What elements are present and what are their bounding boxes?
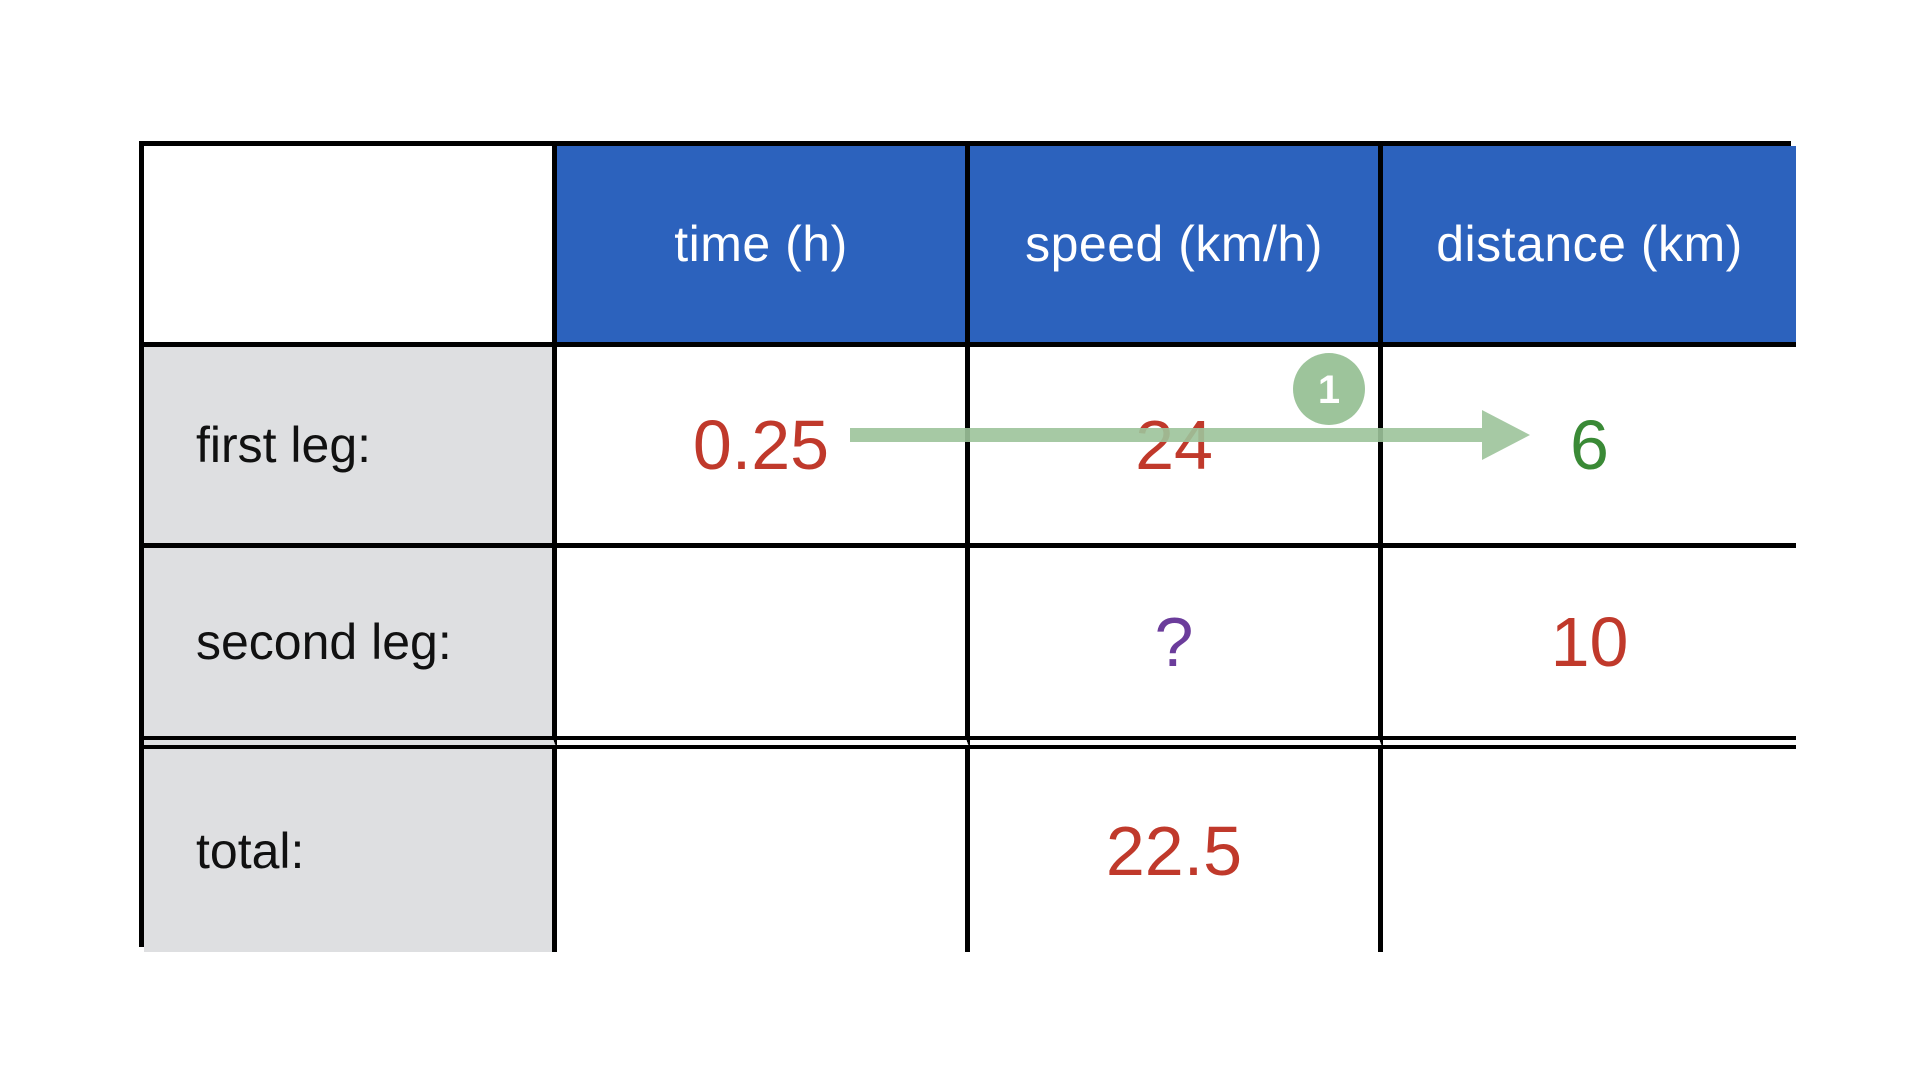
header-distance: distance (km) (1383, 146, 1796, 347)
second-leg-distance: 10 (1383, 548, 1796, 749)
second-leg-speed: ? (970, 548, 1383, 749)
first-leg-distance: 6 (1383, 347, 1796, 548)
row-label-total: total: (144, 749, 557, 952)
row-label-first-leg: first leg: (144, 347, 557, 548)
corner-cell (144, 146, 557, 347)
total-distance (1383, 749, 1796, 952)
row-label-second-leg: second leg: (144, 548, 557, 749)
first-leg-speed: 24 (970, 347, 1383, 548)
first-leg-time: 0.25 (557, 347, 970, 548)
header-time: time (h) (557, 146, 970, 347)
rate-table: time (h) speed (km/h) distance (km) firs… (139, 141, 1796, 952)
total-speed: 22.5 (970, 749, 1383, 952)
second-leg-time (557, 548, 970, 749)
total-time (557, 749, 970, 952)
header-speed: speed (km/h) (970, 146, 1383, 347)
